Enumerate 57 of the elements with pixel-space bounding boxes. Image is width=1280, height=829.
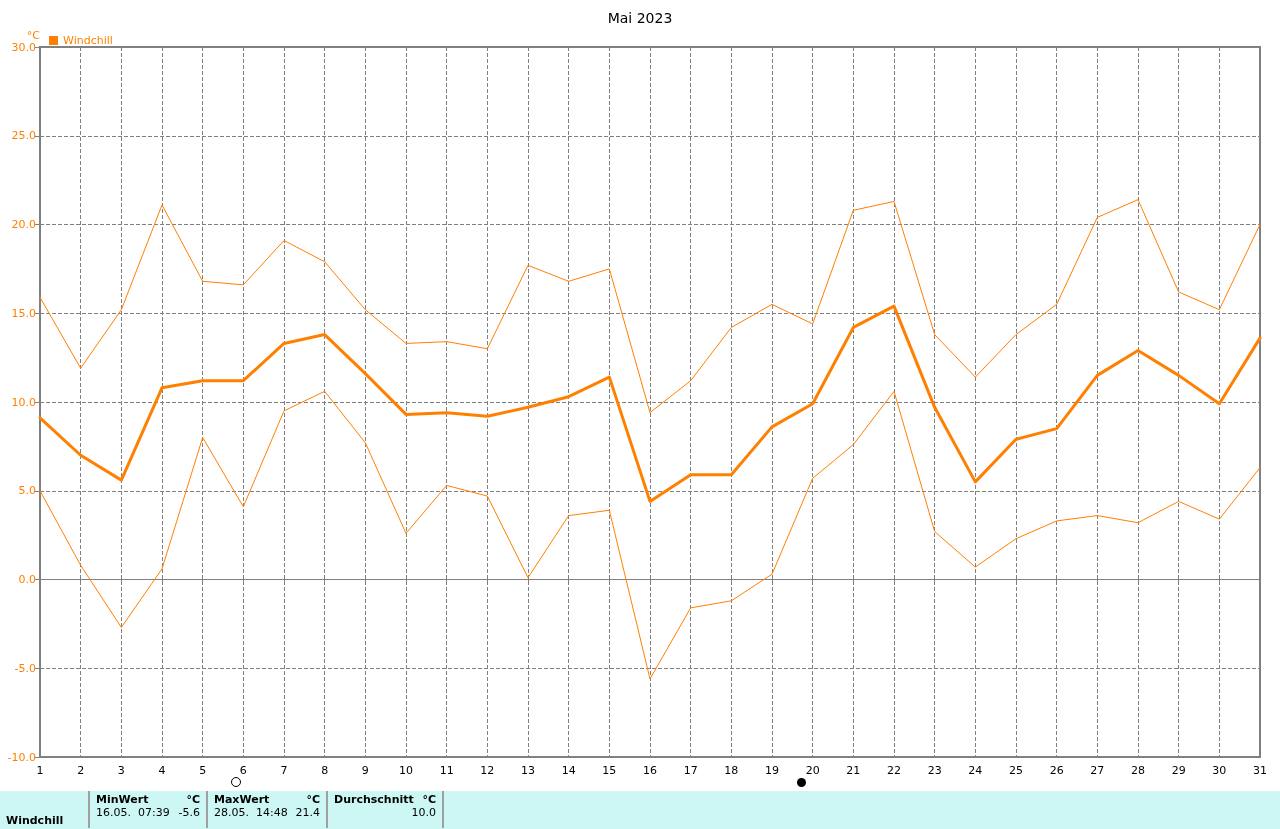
y-tick-label: 0.0: [18, 573, 36, 586]
line-series: [38, 304, 1262, 503]
chart-title: Mai 2023: [607, 10, 673, 26]
x-tick-label: 6: [239, 764, 247, 777]
y-tick-label: 10.0: [11, 395, 36, 409]
x-tick-label: 26: [1049, 764, 1064, 777]
y-axis-title: °C: [26, 29, 41, 42]
x-tick-label: 24: [968, 764, 983, 777]
text: °C: [186, 793, 200, 806]
x-tick-label: 10: [399, 764, 413, 777]
text: MinWert: [96, 793, 149, 806]
x-tick-label: 16: [643, 764, 657, 777]
text: 21.4: [295, 806, 320, 819]
x-tick-label: 25: [1009, 764, 1023, 777]
text: 28.05. 14:48: [214, 806, 288, 819]
x-tick-label: 4: [158, 764, 166, 777]
text: -5.6: [178, 806, 200, 819]
x-tick-label: 19: [765, 764, 779, 777]
x-tick-label: 1: [36, 764, 44, 777]
y-tick-label: 25.0: [11, 129, 36, 143]
x-tick-label: 8: [321, 764, 329, 777]
text: 16.05. 07:39: [96, 806, 170, 819]
y-tick-label: 5.0: [18, 484, 36, 498]
x-tick-label: 28: [1131, 764, 1145, 777]
x-tick-label: 13: [521, 764, 535, 777]
text: Durchschnitt: [334, 793, 414, 806]
y-tick-label: 15.0: [11, 306, 36, 320]
x-tick-label: 27: [1090, 764, 1105, 777]
x-tick-label: 7: [280, 764, 288, 777]
x-tick-label: 18: [724, 764, 739, 777]
x-tick-label: 12: [480, 764, 495, 777]
x-tick-label: 29: [1171, 764, 1186, 777]
x-tick-label: 14: [561, 764, 576, 777]
x-tick-label: 23: [927, 764, 942, 777]
x-tick-label: 15: [602, 764, 617, 777]
line-series: [39, 199, 1261, 414]
text: °C: [306, 793, 320, 806]
text: 10.0: [411, 806, 436, 819]
legend-label: Windchill: [63, 34, 113, 47]
text: °C: [422, 793, 436, 806]
y-tick-label: -10.0: [7, 750, 36, 764]
x-tick-label: 5: [199, 764, 207, 777]
text: Windchill: [5, 813, 65, 829]
y-tick-label: -5.0: [14, 661, 36, 675]
x-tick-label: 11: [439, 764, 454, 777]
y-tick-label: 30.0: [11, 40, 36, 54]
x-tick-label: 21: [846, 764, 861, 777]
x-tick-label: 20: [805, 764, 820, 777]
x-tick-label: 9: [361, 764, 369, 777]
x-tick-label: 31: [1253, 764, 1267, 777]
x-tick-label: 2: [77, 764, 85, 777]
x-tick-label: 30: [1212, 764, 1227, 777]
y-tick-label: 20.0: [11, 218, 36, 231]
x-tick-label: 17: [683, 764, 698, 777]
x-tick-label: 3: [117, 764, 125, 777]
x-tick-label: 22: [887, 764, 901, 777]
text: MaxWert: [214, 793, 270, 806]
